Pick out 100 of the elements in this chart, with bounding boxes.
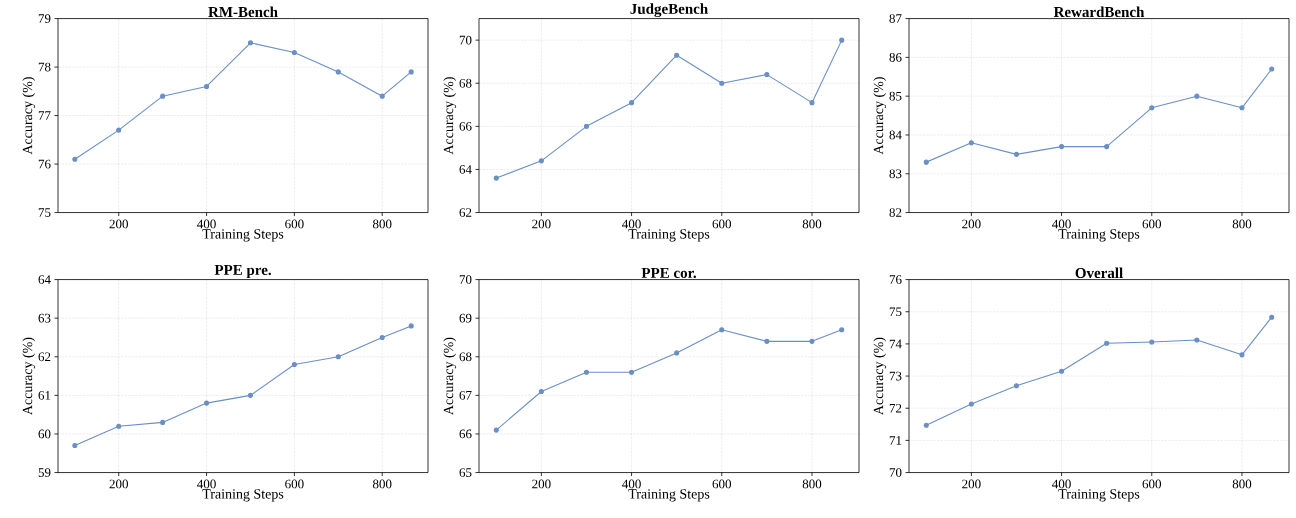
- y-tick-label: 70: [459, 275, 472, 285]
- point: [335, 354, 341, 360]
- point: [1013, 383, 1020, 389]
- point: [968, 401, 974, 407]
- point: [1104, 340, 1110, 347]
- point: [764, 339, 770, 345]
- point: [160, 93, 166, 99]
- point: [809, 339, 815, 345]
- y-tick-label: 71: [889, 436, 902, 445]
- x-axis-title: Training Steps: [628, 489, 710, 502]
- y-tick-label: 65: [459, 468, 472, 478]
- y-tick-label: 77: [38, 111, 51, 121]
- x-axis-title: Training Steps: [1058, 229, 1140, 242]
- point: [809, 100, 815, 106]
- point: [160, 420, 166, 426]
- point: [1059, 144, 1065, 150]
- x-tick-label: 200: [962, 219, 981, 229]
- point: [247, 40, 254, 46]
- point: [629, 100, 635, 106]
- y-axis-title: Accuracy (%): [443, 77, 457, 155]
- y-tick-label: 61: [38, 391, 51, 400]
- point: [247, 393, 254, 399]
- y-tick-label: 76: [38, 159, 51, 169]
- y-tick-label: 67: [459, 391, 472, 400]
- x-tick-label: 400: [622, 479, 641, 489]
- y-tick-label: 68: [459, 79, 472, 88]
- x-tick-label: 600: [285, 219, 304, 229]
- x-tick-label: 400: [622, 219, 641, 229]
- x-tick-label: 600: [1142, 479, 1162, 489]
- point: [379, 335, 385, 341]
- x-axis-title: Training Steps: [628, 229, 710, 242]
- y-axis-title: Accuracy (%): [873, 77, 887, 155]
- point: [1194, 93, 1200, 99]
- x-tick-label: 600: [712, 219, 732, 229]
- y-axis-title: Accuracy (%): [873, 337, 887, 416]
- point: [116, 127, 122, 133]
- chart-title: PPE pre.: [214, 265, 271, 279]
- y-tick-label: 87: [889, 14, 902, 24]
- point: [1239, 105, 1245, 111]
- point: [1239, 352, 1245, 358]
- x-tick-label: 800: [1232, 219, 1252, 229]
- x-axis-title: Training Steps: [1058, 489, 1140, 502]
- point: [764, 72, 770, 78]
- x-axis-title: Training Steps: [202, 229, 284, 242]
- x-tick-label: 800: [372, 219, 392, 229]
- y-tick-label: 66: [459, 429, 472, 439]
- x-tick-label: 400: [1052, 479, 1071, 489]
- point: [408, 323, 414, 329]
- point: [116, 423, 122, 430]
- y-tick-label: 60: [38, 429, 51, 439]
- point: [719, 80, 725, 87]
- chart-title: JudgeBench: [630, 3, 708, 18]
- point: [1269, 314, 1275, 320]
- y-tick-label: 79: [38, 14, 51, 24]
- point: [72, 156, 78, 162]
- x-tick-label: 800: [372, 479, 392, 489]
- chart-title: RewardBench: [1053, 6, 1145, 18]
- point: [719, 327, 725, 333]
- x-tick-label: 200: [109, 219, 128, 229]
- point: [493, 175, 499, 181]
- point: [839, 327, 845, 333]
- x-tick-label: 600: [712, 479, 732, 489]
- y-tick-label: 72: [889, 404, 902, 413]
- point: [204, 400, 210, 406]
- y-tick-label: 78: [38, 62, 51, 72]
- x-tick-label: 200: [532, 219, 551, 229]
- y-tick-label: 63: [38, 314, 51, 323]
- y-tick-label: 62: [38, 352, 51, 362]
- y-tick-label: 62: [459, 208, 472, 218]
- point: [1013, 152, 1020, 158]
- y-tick-label: 83: [889, 169, 902, 179]
- x-tick-label: 800: [1232, 479, 1252, 489]
- y-tick-label: 70: [459, 35, 472, 45]
- point: [1194, 337, 1200, 343]
- y-tick-label: 64: [459, 165, 472, 175]
- y-tick-label: 69: [459, 314, 472, 323]
- chart-title: RM-Bench: [208, 6, 278, 18]
- point: [1269, 66, 1275, 72]
- y-tick-label: 75: [38, 208, 51, 218]
- y-tick-label: 76: [889, 275, 902, 285]
- point: [674, 52, 680, 58]
- y-tick-label: 66: [459, 122, 472, 131]
- x-tick-label: 200: [962, 479, 981, 489]
- point: [583, 369, 590, 375]
- y-tick-label: 74: [889, 339, 902, 349]
- y-tick-label: 73: [889, 371, 902, 381]
- point: [1149, 105, 1155, 111]
- point: [1149, 339, 1155, 345]
- point: [72, 443, 78, 449]
- point: [291, 362, 297, 368]
- point: [1059, 368, 1065, 375]
- y-tick-label: 84: [889, 130, 902, 140]
- y-tick-label: 68: [459, 352, 472, 362]
- point: [968, 140, 974, 146]
- chart-title: Overall: [1075, 267, 1123, 279]
- x-tick-label: 800: [802, 479, 822, 489]
- x-tick-label: 600: [1142, 219, 1162, 229]
- x-tick-label: 200: [532, 479, 551, 489]
- x-tick-label: 200: [109, 479, 128, 489]
- y-tick-label: 64: [38, 275, 51, 285]
